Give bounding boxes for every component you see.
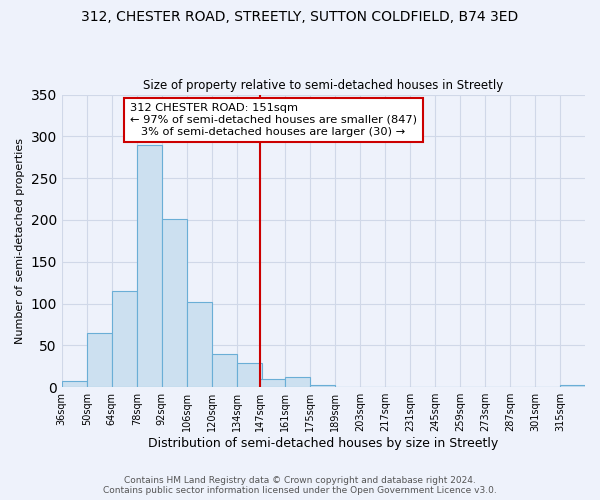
Title: Size of property relative to semi-detached houses in Streetly: Size of property relative to semi-detach… <box>143 79 503 92</box>
Text: Contains HM Land Registry data © Crown copyright and database right 2024.
Contai: Contains HM Land Registry data © Crown c… <box>103 476 497 495</box>
X-axis label: Distribution of semi-detached houses by size in Streetly: Distribution of semi-detached houses by … <box>148 437 499 450</box>
Bar <box>62 380 86 387</box>
Bar <box>187 302 212 387</box>
Bar <box>162 219 187 387</box>
Bar <box>237 363 262 387</box>
Bar <box>112 291 137 387</box>
Bar <box>87 333 112 387</box>
Text: 312, CHESTER ROAD, STREETLY, SUTTON COLDFIELD, B74 3ED: 312, CHESTER ROAD, STREETLY, SUTTON COLD… <box>82 10 518 24</box>
Bar <box>310 384 335 387</box>
Text: 312 CHESTER ROAD: 151sqm
← 97% of semi-detached houses are smaller (847)
   3% o: 312 CHESTER ROAD: 151sqm ← 97% of semi-d… <box>130 104 417 136</box>
Y-axis label: Number of semi-detached properties: Number of semi-detached properties <box>15 138 25 344</box>
Bar <box>285 377 310 387</box>
Bar <box>137 144 161 387</box>
Bar <box>212 354 236 387</box>
Bar <box>260 379 285 387</box>
Bar <box>560 384 585 387</box>
